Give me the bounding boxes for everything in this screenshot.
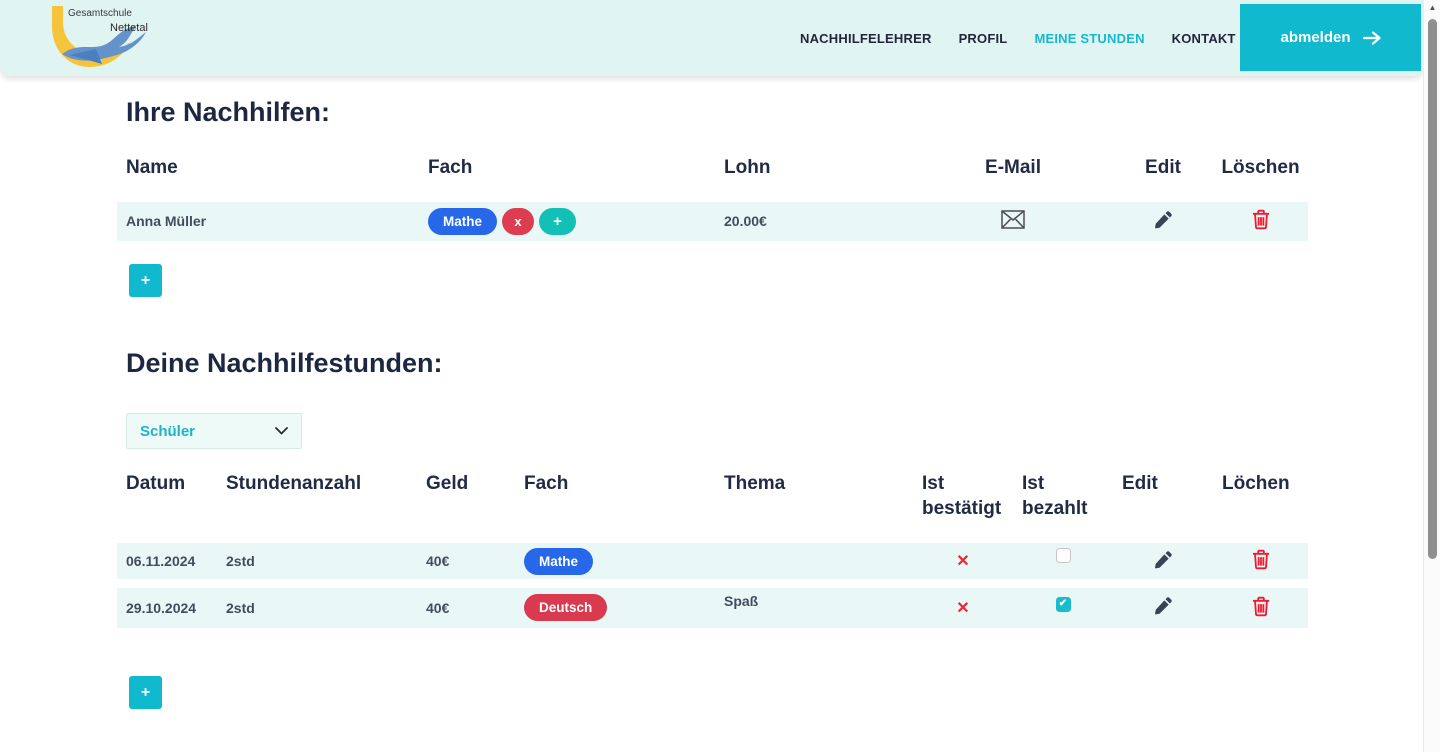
nachhilfen-header-row: Name Fach Lohn E-Mail Edit Löschen <box>117 155 1308 198</box>
envelope-icon <box>1001 210 1025 229</box>
column-header-geld: Geld <box>417 471 515 539</box>
nachhilfe-email-cell <box>913 193 1113 243</box>
add-stunde-button[interactable]: + <box>129 676 162 709</box>
add-fach-button[interactable]: + <box>539 207 577 235</box>
nachhilfe-edit-cell <box>1113 193 1213 243</box>
chevron-down-icon <box>275 427 288 435</box>
stunde-geld: 40€ <box>417 579 515 630</box>
ist-bezahlt-checkbox[interactable] <box>1055 548 1071 563</box>
stunde-datum: 06.11.2024 <box>117 534 217 585</box>
stunde-thema: Spaß <box>715 579 913 630</box>
email-button[interactable] <box>1001 210 1025 229</box>
stunde-fach-cell: Deutsch <box>515 579 715 630</box>
trash-icon <box>1252 549 1269 570</box>
stunde-datum: 29.10.2024 <box>117 579 217 630</box>
fach-badge: Deutsch <box>524 594 608 622</box>
stunde-bestaetigt-cell: ✕ <box>913 534 1013 585</box>
nachhilfe-name: Anna Müller <box>117 193 419 243</box>
stunde-thema <box>715 534 913 585</box>
column-header-loechen: Löchen <box>1213 471 1308 539</box>
nachhilfen-table: Name Fach Lohn E-Mail Edit Löschen Anna … <box>117 155 1308 243</box>
delete-button[interactable] <box>1252 549 1270 570</box>
column-header-stundenanzahl: Stundenanzahl <box>217 471 417 539</box>
stunde-edit-cell <box>1113 579 1213 630</box>
stunde-bezahlt-cell <box>1013 534 1113 585</box>
column-header-name: Name <box>117 155 419 198</box>
fach-badge: Mathe <box>428 207 498 235</box>
pencil-icon <box>1155 211 1172 229</box>
school-logo-graphic <box>52 6 146 67</box>
delete-button[interactable] <box>1252 596 1270 617</box>
schueler-filter-select[interactable]: Schüler <box>126 413 302 449</box>
not-confirmed-icon: ✕ <box>956 553 970 570</box>
nachhilfe-row: Anna Müller Mathe x + 20.00€ <box>117 193 1308 243</box>
column-header-email: E-Mail <box>913 155 1113 198</box>
scrollbar-up-arrow[interactable]: ▲ <box>1428 3 1437 12</box>
scrollbar-thumb[interactable] <box>1428 19 1437 559</box>
nav-item-profil[interactable]: PROFIL <box>958 30 1008 46</box>
column-header-datum: Datum <box>117 471 217 539</box>
stunde-bezahlt-cell <box>1013 579 1113 630</box>
trash-icon <box>1252 210 1269 230</box>
stunde-bestaetigt-cell: ✕ <box>913 579 1013 630</box>
stunden-section-title: Deine Nachhilfestunden: <box>126 348 443 378</box>
nav-item-meine-stunden[interactable]: MEINE STUNDEN <box>1034 30 1145 46</box>
stunde-anzahl: 2std <box>217 534 417 585</box>
column-header-fach: Fach <box>419 155 715 198</box>
edit-button[interactable] <box>1153 550 1173 570</box>
edit-button[interactable] <box>1153 210 1173 230</box>
school-logo: Gesamtschule Nettetal <box>40 2 168 72</box>
ist-bezahlt-checkbox[interactable] <box>1055 596 1071 612</box>
stunde-row: 06.11.2024 2std 40€ Mathe ✕ <box>117 534 1308 585</box>
arrow-right-icon <box>1362 30 1381 45</box>
nav-item-kontakt[interactable]: KONTAKT <box>1171 30 1236 46</box>
logout-button-label: abmelden <box>1280 29 1351 46</box>
stunde-fach-cell: Mathe <box>515 534 715 585</box>
logout-button[interactable]: abmelden <box>1240 4 1421 71</box>
stunde-delete-cell <box>1213 579 1308 630</box>
logo-text-line1: Gesamtschule <box>68 8 132 19</box>
nachhilfe-fach-cell: Mathe x + <box>419 193 715 243</box>
nachhilfe-delete-cell <box>1213 193 1308 243</box>
page-scrollbar: ▲ <box>1423 0 1440 752</box>
add-nachhilfe-button[interactable]: + <box>129 264 162 297</box>
stunde-anzahl: 2std <box>217 579 417 630</box>
app-header: Gesamtschule Nettetal NACHHILFELEHRER PR… <box>0 0 1423 76</box>
pencil-icon <box>1155 597 1172 615</box>
column-header-loeschen: Löschen <box>1213 155 1308 198</box>
stunde-edit-cell <box>1113 534 1213 585</box>
nachhilfen-section-title: Ihre Nachhilfen: <box>126 97 331 127</box>
pencil-icon <box>1155 550 1172 568</box>
nav-item-nachhilfelehrer[interactable]: NACHHILFELEHRER <box>800 30 932 46</box>
delete-button[interactable] <box>1252 209 1270 230</box>
nachhilfe-lohn: 20.00€ <box>715 193 913 243</box>
main-nav: NACHHILFELEHRER PROFIL MEINE STUNDEN KON… <box>800 0 1236 76</box>
stunden-header-row: Datum Stundenanzahl Geld Fach Thema Ist … <box>117 471 1308 539</box>
not-confirmed-icon: ✕ <box>956 599 970 617</box>
column-header-edit: Edit <box>1113 471 1213 539</box>
column-header-edit: Edit <box>1113 155 1213 198</box>
column-header-lohn: Lohn <box>715 155 913 198</box>
select-value: Schüler <box>140 422 196 440</box>
column-header-ist-bezahlt: Ist bezahlt <box>1013 471 1113 539</box>
stunde-row: 29.10.2024 2std 40€ Deutsch Spaß ✕ <box>117 579 1308 630</box>
column-header-fach: Fach <box>515 471 715 539</box>
remove-fach-button[interactable]: x <box>502 207 535 235</box>
edit-button[interactable] <box>1153 596 1173 616</box>
trash-icon <box>1252 596 1269 616</box>
column-header-thema: Thema <box>715 471 913 539</box>
logo-text-line2: Nettetal <box>110 22 148 34</box>
column-header-ist-bestaetigt: Ist bestätigt <box>913 471 1013 539</box>
fach-badge: Mathe <box>524 547 594 575</box>
stunde-delete-cell <box>1213 534 1308 585</box>
stunden-table: Datum Stundenanzahl Geld Fach Thema Ist … <box>117 471 1308 630</box>
stunde-geld: 40€ <box>417 534 515 585</box>
